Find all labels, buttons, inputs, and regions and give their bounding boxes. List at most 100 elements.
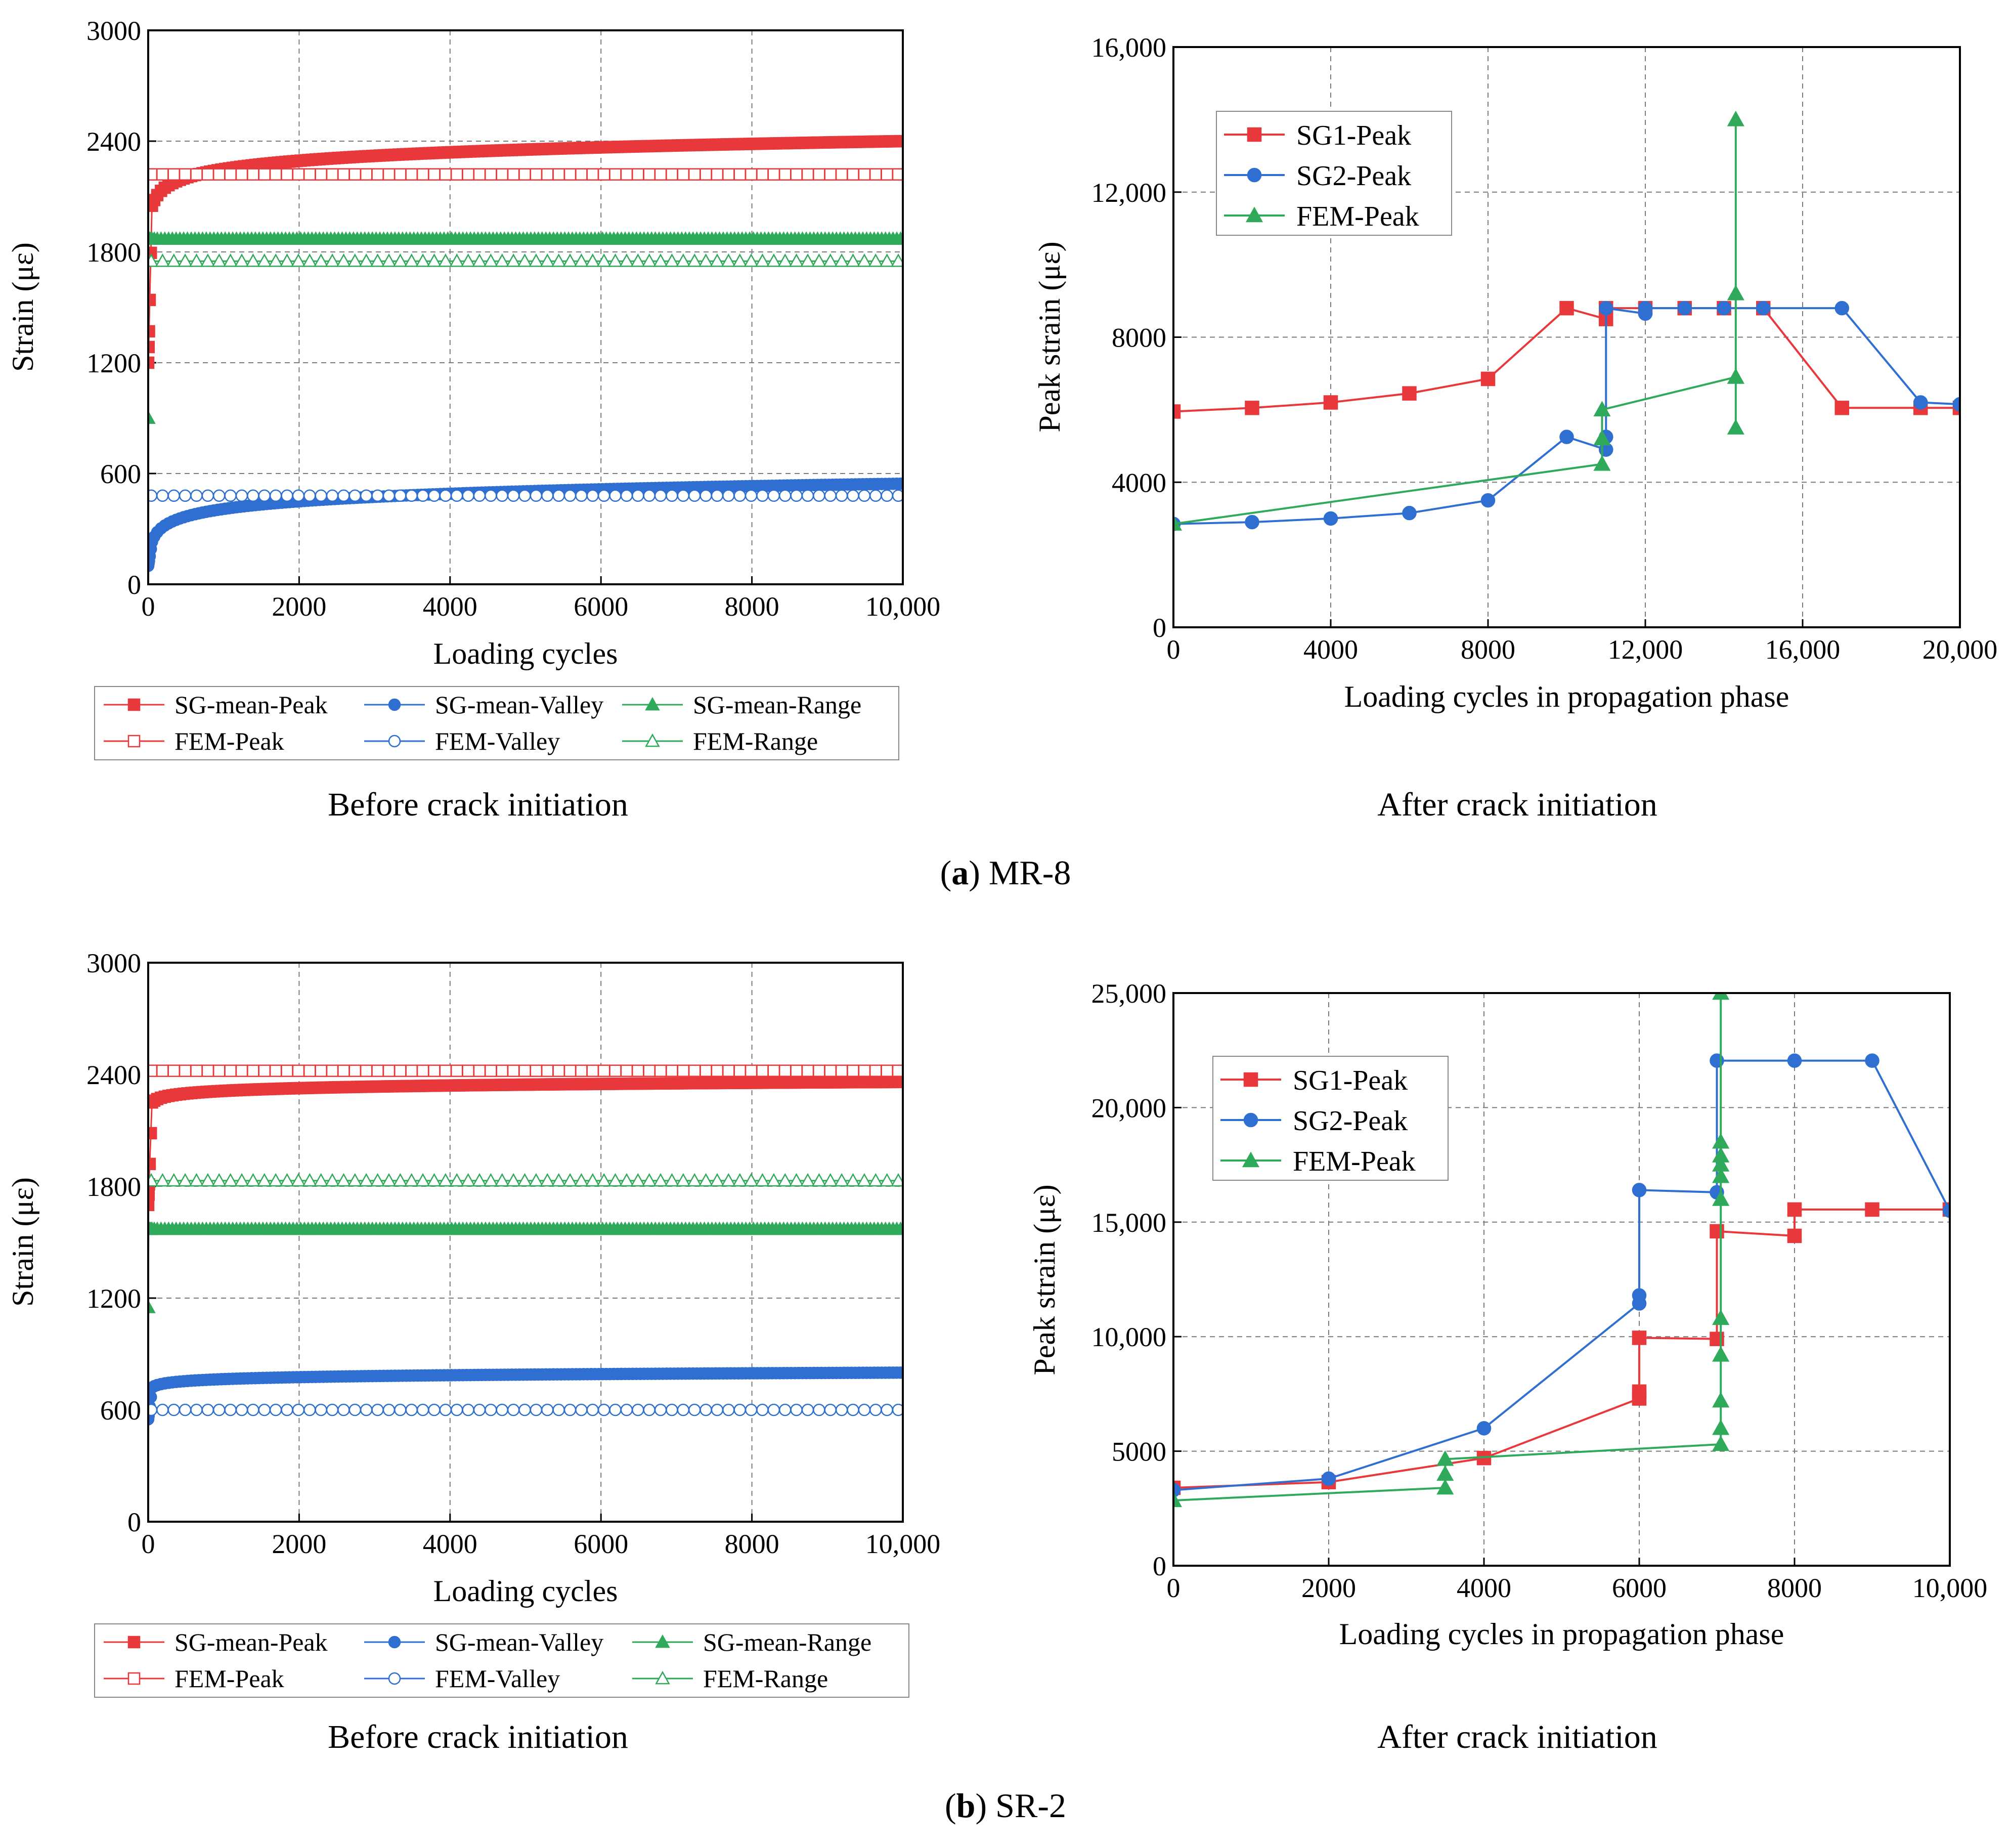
data-point — [148, 356, 155, 369]
subtitle-b-left: Before crack initiation — [328, 1718, 628, 1755]
data-point — [166, 253, 182, 267]
data-point — [211, 1173, 227, 1187]
data-point — [416, 1403, 429, 1416]
y-axis-label: Strain (με) — [6, 1177, 39, 1307]
data-point — [733, 489, 746, 502]
data-point — [529, 1173, 544, 1187]
legend-label: FEM-Peak — [174, 1664, 284, 1693]
data-point — [473, 1403, 486, 1416]
data-point — [428, 1064, 441, 1077]
data-point — [609, 1403, 622, 1416]
data-point — [632, 1064, 644, 1077]
legend-swatch-marker — [645, 733, 660, 747]
panel-a-before-crack: 0 2000 4000 6000 8000 10,000 0 600 1200 1800 2400 3… — [6, 16, 940, 823]
data-point — [630, 1173, 646, 1187]
data-point — [540, 253, 555, 267]
data-point — [755, 253, 770, 267]
data-point — [360, 489, 373, 502]
series-fem-valley — [148, 489, 903, 502]
plot-area-a-right: 0 4000 8000 12,000 16,000 20,000 0 4000 8000 12,0… — [1033, 32, 1997, 713]
data-point — [574, 253, 589, 267]
data-point — [563, 168, 577, 181]
y-axis-label: Strain (με) — [6, 242, 39, 372]
x-axis-label: Loading cycles in propagation phase — [1339, 1617, 1784, 1651]
data-point — [462, 168, 474, 181]
data-point — [281, 1064, 293, 1077]
data-point — [178, 253, 193, 267]
data-point — [247, 1403, 259, 1416]
data-point — [641, 253, 657, 267]
data-point — [325, 253, 340, 267]
data-point — [778, 1403, 792, 1416]
y-tick-label: 600 — [100, 1395, 141, 1426]
legend-label: SG-mean-Peak — [174, 1628, 328, 1656]
data-point — [586, 1403, 599, 1416]
data-point — [563, 1064, 577, 1077]
data-point — [496, 1064, 508, 1077]
data-point — [552, 168, 565, 181]
y-tick-label: 1200 — [86, 1283, 141, 1314]
data-point — [428, 168, 441, 181]
x-tick-label: 6000 — [574, 591, 628, 622]
plot-area-b-left: 0 2000 4000 6000 8000 10,000 0 600 1200 1800 2400 3… — [6, 948, 940, 1608]
data-point — [1712, 1156, 1730, 1172]
data-point — [575, 489, 588, 502]
legend-label: SG-mean-Range — [703, 1628, 871, 1656]
data-point — [563, 489, 577, 502]
data-point — [767, 1064, 780, 1077]
data-point — [688, 1403, 701, 1416]
data-point — [235, 1064, 248, 1077]
data-point — [1480, 371, 1496, 386]
data-point — [813, 1403, 825, 1416]
legend-item-fem-peak: FEM-Peak — [1224, 201, 1419, 232]
data-point — [891, 1173, 903, 1187]
data-point — [507, 489, 520, 502]
subtitle-a-right: After crack initiation — [1377, 786, 1657, 823]
data-point — [382, 489, 396, 502]
data-point — [881, 1403, 893, 1416]
legend-label: FEM-Peak — [1296, 201, 1419, 232]
data-point — [857, 1173, 872, 1187]
legend-swatch-marker — [645, 697, 660, 711]
grid-lines — [1173, 47, 1960, 627]
data-point — [1593, 429, 1611, 446]
data-point — [1245, 401, 1259, 415]
data-point — [541, 168, 554, 181]
data-point — [711, 489, 724, 502]
data-point — [562, 1173, 578, 1187]
data-point — [245, 1173, 261, 1187]
data-point — [1323, 511, 1338, 526]
caption-a-text: MR-8 — [989, 853, 1071, 892]
data-point — [1756, 300, 1771, 316]
y-tick-label: 1200 — [86, 348, 141, 378]
data-point — [450, 1064, 463, 1077]
data-point — [597, 1064, 610, 1077]
x-tick-label: 0 — [1167, 1573, 1181, 1603]
data-point — [485, 1403, 497, 1416]
data-point — [777, 1173, 793, 1187]
data-point — [552, 1064, 565, 1077]
data-point — [700, 1064, 712, 1077]
y-tick-label: 2400 — [86, 1060, 141, 1090]
series-fem-peak — [148, 1064, 903, 1077]
data-point — [530, 168, 543, 181]
data-point — [1712, 993, 1730, 1000]
x-tick-label: 8000 — [1461, 634, 1515, 665]
data-point — [894, 1366, 903, 1379]
data-point — [394, 1064, 407, 1077]
data-point — [824, 489, 837, 502]
data-point — [688, 168, 701, 181]
legend-swatch-marker — [388, 735, 401, 748]
data-point — [381, 253, 397, 267]
data-point — [201, 489, 214, 502]
data-point — [801, 489, 814, 502]
legend-label: SG2-Peak — [1296, 160, 1411, 192]
data-point — [1727, 110, 1744, 126]
series-sg-mean-range — [148, 231, 903, 424]
data-point — [438, 253, 453, 267]
data-point — [494, 1173, 510, 1187]
data-point — [382, 1064, 396, 1077]
data-point — [744, 1173, 759, 1187]
data-point — [268, 1173, 283, 1187]
data-point — [155, 1173, 170, 1187]
